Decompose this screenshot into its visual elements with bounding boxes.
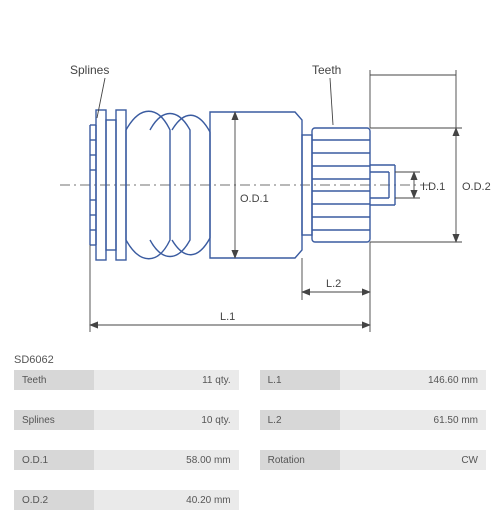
l2-label: L.2 xyxy=(326,278,341,290)
engineering-drawing: Splines Teeth O.D.1 I.D.1 O.D.2 L.2 L.1 xyxy=(0,0,500,370)
diagram-area: Splines Teeth O.D.1 I.D.1 O.D.2 L.2 L.1 … xyxy=(0,0,500,370)
table-row: Splines 10 qty. L.2 61.50 mm xyxy=(14,410,486,430)
part-id: SD6062 xyxy=(14,354,54,366)
od2-label: O.D.2 xyxy=(462,181,491,193)
spec-value: 146.60 mm xyxy=(340,370,486,390)
spec-label: L.1 xyxy=(260,370,340,390)
spec-table: Teeth 11 qty. L.1 146.60 mm Splines 10 q… xyxy=(14,370,486,510)
spec-label: L.2 xyxy=(260,410,340,430)
spec-value: 61.50 mm xyxy=(340,410,486,430)
spec-value: 58.00 mm xyxy=(94,450,239,470)
spec-label: Splines xyxy=(14,410,94,430)
spec-label: O.D.2 xyxy=(14,490,94,510)
spec-value: 40.20 mm xyxy=(94,490,239,510)
teeth-label: Teeth xyxy=(312,63,341,77)
od1-label: O.D.1 xyxy=(240,193,269,205)
spec-label: Teeth xyxy=(14,370,94,390)
spec-value: 10 qty. xyxy=(94,410,239,430)
table-row: O.D.2 40.20 mm xyxy=(14,490,486,510)
spec-value: 11 qty. xyxy=(94,370,239,390)
spec-label: O.D.1 xyxy=(14,450,94,470)
id1-label: I.D.1 xyxy=(422,181,445,193)
table-row: Teeth 11 qty. L.1 146.60 mm xyxy=(14,370,486,390)
spec-label: Rotation xyxy=(260,450,340,470)
spec-value: CW xyxy=(340,450,486,470)
l1-label: L.1 xyxy=(220,311,235,323)
dimension-lines xyxy=(90,70,462,332)
splines-label: Splines xyxy=(70,63,109,77)
table-row: O.D.1 58.00 mm Rotation CW xyxy=(14,450,486,470)
page-container: Splines Teeth O.D.1 I.D.1 O.D.2 L.2 L.1 … xyxy=(0,0,500,500)
